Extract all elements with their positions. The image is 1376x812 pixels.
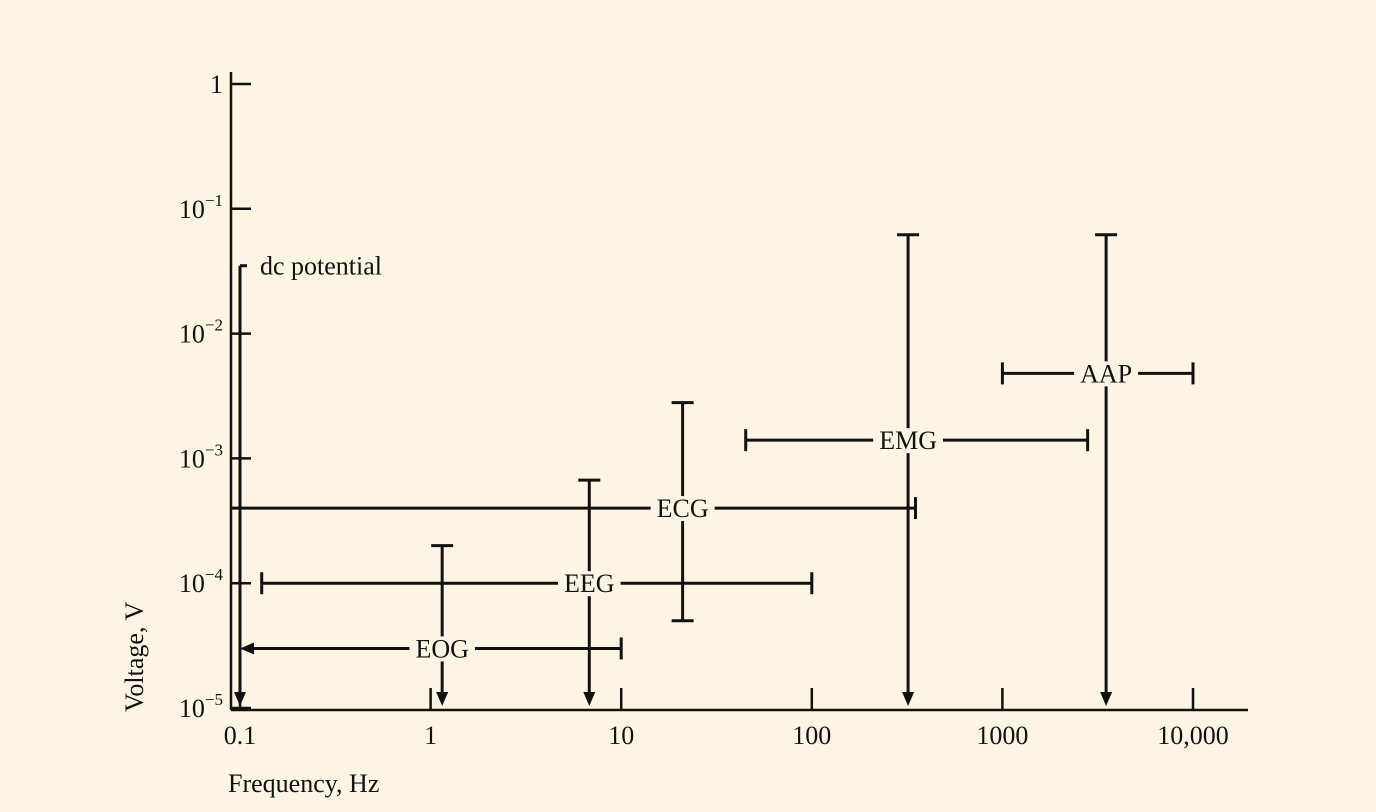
y-tick-base: 1 (210, 70, 223, 99)
eeg-label-background (558, 571, 621, 597)
aap-label-background (1074, 361, 1139, 387)
eeg-label: EEG (564, 569, 615, 598)
y-tick-base: 10 (179, 320, 205, 349)
eeg-voltage-arrow (583, 692, 596, 706)
y-tick-label: 10−5 (179, 690, 223, 723)
y-tick-label: 10−3 (179, 440, 223, 473)
x-tick-label: 10,000 (1157, 721, 1229, 750)
y-tick-exponent: −3 (205, 440, 223, 459)
x-tick-label: 0.1 (224, 721, 257, 750)
y-axis-label: Voltage, V (120, 602, 149, 712)
signal-eeg: EEG (260, 478, 814, 706)
x-tick-label: 100 (792, 721, 831, 750)
y-tick-exponent: −1 (205, 191, 223, 210)
signal-emg: EMG (744, 233, 1090, 706)
signals: dc potential EOG EEG ECG EMG AAP (231, 233, 1195, 706)
y-tick-label: 1 (210, 70, 223, 99)
emg-voltage-arrow (902, 692, 915, 706)
signal-ecg: ECG (231, 401, 917, 623)
ecg-label-background (650, 496, 715, 522)
eog-label: EOG (415, 634, 468, 663)
y-tick-exponent: −4 (205, 565, 224, 584)
dc-potential-voltage-arrow (234, 692, 246, 706)
x-axis-label: Frequency, Hz (228, 769, 379, 798)
y-tick-exponent: −5 (205, 690, 223, 709)
x-tick-label: 1000 (976, 721, 1028, 750)
eog-frequency-arrow (240, 642, 254, 655)
y-tick-base: 10 (179, 694, 205, 723)
y-tick-label: 10−1 (179, 191, 223, 224)
x-tick-label: 10 (608, 721, 634, 750)
x-tick-label: 1 (424, 721, 437, 750)
aap-label: AAP (1080, 359, 1132, 388)
dc-potential-label: dc potential (260, 252, 382, 281)
signal-aap: AAP (1000, 233, 1195, 706)
axes: 110−110−210−310−410−50.1 1 10 100 1000 10,000 (179, 70, 1248, 750)
y-tick-label: 10−2 (179, 316, 223, 349)
y-tick-exponent: −2 (205, 316, 223, 335)
emg-label: EMG (879, 426, 937, 455)
eog-label-background (409, 636, 475, 662)
y-tick-label: 10−4 (179, 565, 224, 598)
signal-dc-potential: dc potential (234, 252, 382, 706)
aap-voltage-arrow (1100, 692, 1113, 706)
ecg-label: ECG (657, 494, 709, 523)
y-tick-base: 10 (179, 444, 205, 473)
emg-label-background (873, 428, 943, 454)
eog-voltage-arrow (436, 692, 449, 706)
y-tick-base: 10 (179, 569, 205, 598)
y-tick-base: 10 (179, 195, 205, 224)
signal-eog: EOG (240, 544, 623, 706)
